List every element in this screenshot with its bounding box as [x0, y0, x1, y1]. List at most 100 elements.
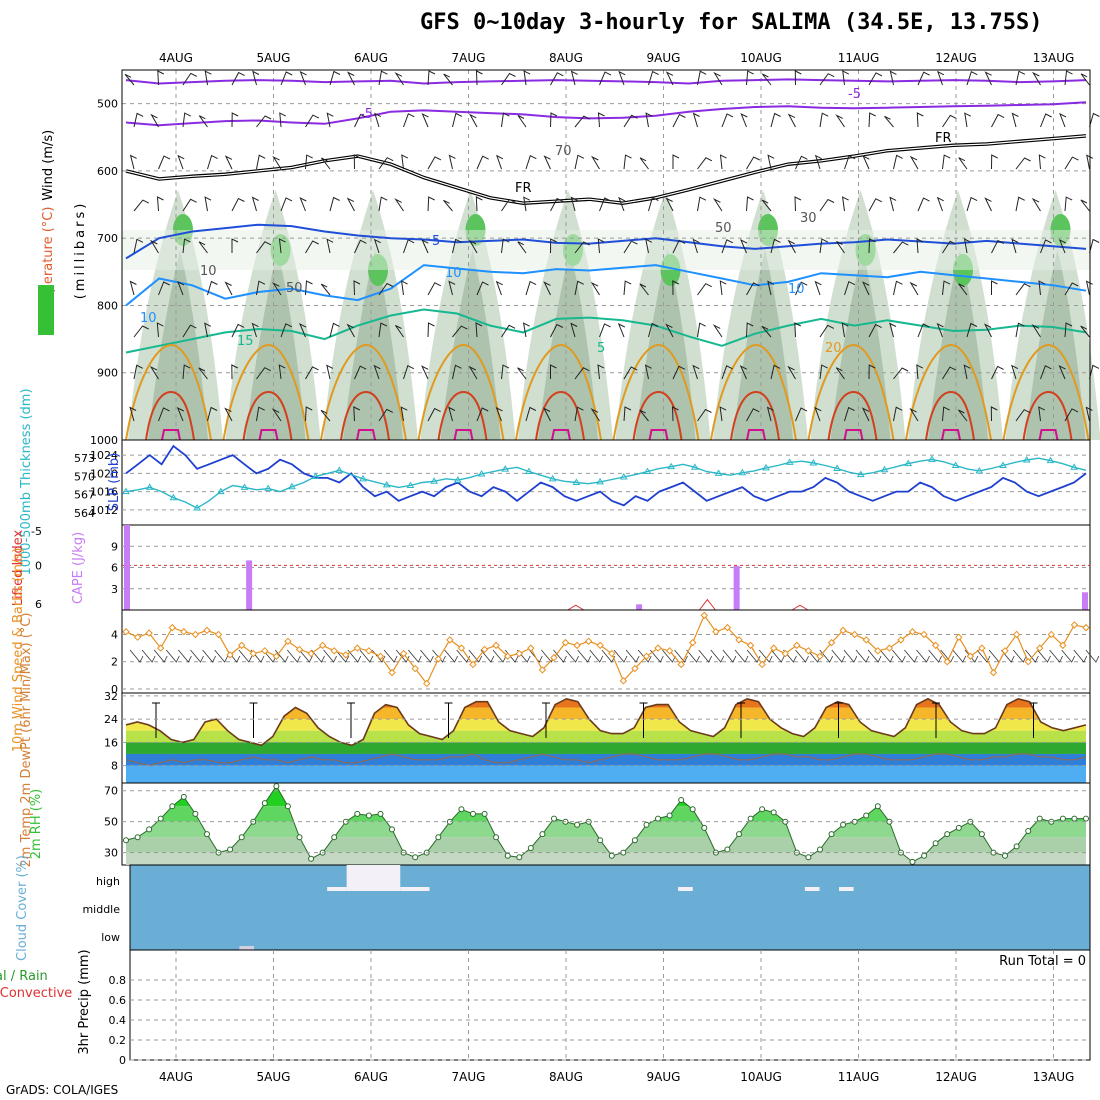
wind-barb — [814, 280, 822, 296]
surface-wind-barb — [758, 649, 773, 663]
wind-barb — [770, 112, 781, 128]
wind-barb — [916, 238, 924, 254]
wind-barb — [916, 364, 924, 380]
surface-wind-barb — [1012, 649, 1027, 663]
wind-barb — [373, 238, 381, 254]
surface-wind-barb — [202, 649, 216, 663]
surface-wind-barb — [746, 649, 761, 663]
wind-speed-marker — [318, 641, 327, 650]
wind-speed-marker — [503, 652, 512, 660]
wind-barb — [740, 112, 748, 128]
thickness-marker — [169, 493, 178, 501]
surface-wind-barb — [770, 649, 785, 663]
wind-speed-marker — [758, 660, 766, 669]
upper-air-tick: 1000 — [90, 434, 118, 447]
wind-barb — [427, 196, 435, 212]
wind-barb — [353, 280, 361, 296]
wind-speed-marker — [1082, 623, 1090, 632]
wind-barb — [991, 239, 1005, 254]
wind-barb — [574, 154, 585, 170]
wind-barb — [378, 322, 388, 338]
wind-barb — [868, 323, 882, 338]
wind-barb — [964, 112, 972, 128]
wind-speed-marker — [214, 630, 223, 639]
wind-barb — [574, 115, 591, 128]
thickness-marker — [619, 473, 628, 480]
wind-barb — [1031, 71, 1041, 86]
wind-barb — [443, 199, 453, 212]
wind-barb — [1080, 73, 1090, 86]
wind-barb — [937, 70, 945, 86]
wind-barb — [746, 196, 754, 212]
wind-barb — [590, 408, 600, 422]
wind-speed-marker — [793, 641, 801, 650]
precip-panel — [129, 949, 1091, 1061]
wind-barb — [795, 407, 808, 422]
wind-barb — [599, 323, 611, 338]
wind-speed-marker — [272, 652, 281, 660]
wind-barb — [280, 197, 293, 212]
wind-speed-marker — [654, 644, 662, 652]
lifted-index-spike — [567, 604, 585, 611]
surface-wind-barb — [492, 649, 507, 663]
contour-temp-30 — [453, 429, 474, 441]
rh-marker — [921, 852, 928, 859]
contour-temp-30 — [843, 429, 864, 441]
wind-barb — [1015, 196, 1025, 212]
wind-barb — [1015, 283, 1031, 296]
wind-barb — [133, 325, 149, 338]
wind-barb — [697, 196, 707, 212]
wind-barb — [1086, 154, 1094, 170]
wind-speed-marker — [839, 626, 847, 635]
surface-wind-barb — [407, 649, 422, 663]
wind-barb — [936, 196, 944, 212]
wind-barb — [719, 154, 727, 170]
rh-label: 2m RH (%) — [29, 789, 44, 860]
wind-barb — [374, 112, 382, 128]
min-max-whisker — [1029, 702, 1038, 738]
min-max-whisker — [347, 702, 355, 738]
wind-tick: 0 — [111, 683, 118, 696]
wind-barb — [495, 280, 503, 296]
wind-barb — [346, 197, 355, 212]
wind-barb — [623, 406, 632, 422]
rh-marker — [1059, 815, 1066, 822]
wind-barb — [991, 154, 998, 170]
wind-barb — [936, 322, 944, 338]
surface-wind-barb — [1073, 649, 1088, 663]
wind-speed-marker — [122, 628, 130, 636]
slp-label: SLP (mb) — [107, 453, 122, 512]
thickness-tick: 567 — [74, 489, 95, 502]
rh-marker — [817, 846, 823, 853]
rh-marker — [655, 815, 661, 822]
rh-marker — [597, 837, 604, 844]
wind-barb — [966, 322, 978, 338]
wind-barb — [443, 73, 453, 86]
temp-tick: 8 — [111, 760, 118, 773]
wind-barb — [719, 406, 727, 422]
rh-color-band — [126, 852, 1086, 865]
rh-marker — [481, 810, 488, 817]
precip-tick: 0.4 — [109, 1014, 127, 1027]
date-label-bottom: 7AUG — [452, 1070, 486, 1084]
wind-barb — [231, 112, 239, 128]
surface-wind-barb — [178, 649, 192, 663]
rh-marker — [574, 821, 581, 828]
wind-barb — [1011, 112, 1019, 128]
slp-tick: 1012 — [90, 504, 118, 517]
rh-marker — [1071, 815, 1078, 822]
wind-barb — [599, 197, 611, 212]
wind-speed-marker — [850, 630, 859, 639]
surface-wind-barb — [710, 649, 725, 663]
thickness-marker — [762, 463, 770, 471]
wind-barb — [1080, 199, 1090, 212]
wind-barb — [256, 115, 272, 128]
rh-marker — [123, 837, 129, 844]
thickness-marker — [856, 470, 865, 478]
wind-barb — [1089, 364, 1100, 380]
wind-barb — [721, 365, 733, 380]
thickness-marker — [809, 459, 818, 466]
rh-marker — [955, 824, 962, 831]
wind-barb — [917, 197, 930, 212]
wind-barb — [665, 197, 674, 212]
